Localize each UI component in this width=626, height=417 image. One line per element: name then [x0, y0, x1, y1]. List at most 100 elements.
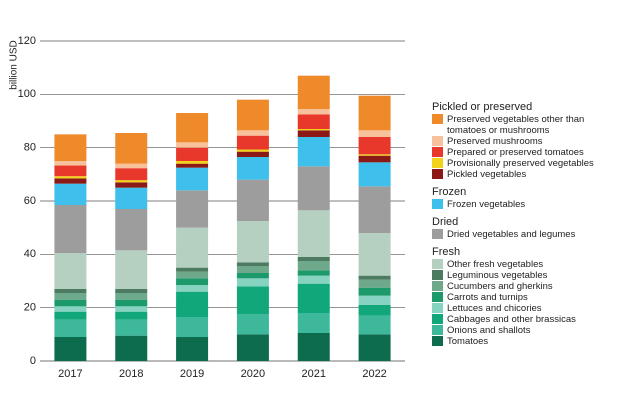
legend-label: Preserved mushrooms [447, 136, 543, 147]
bar-segment [115, 209, 148, 251]
bar-segment [115, 168, 148, 181]
bar-segment [176, 317, 209, 337]
bar-segment [236, 273, 269, 279]
y-tick-label: 60 [24, 195, 36, 207]
bar-segment [54, 319, 87, 337]
legend-item: Cucumbers and gherkins [432, 281, 622, 292]
legend-item: Frozen vegetables [432, 199, 622, 210]
bar-segment [358, 287, 391, 296]
bar-segment [358, 315, 391, 335]
legend-label: Pickled vegetables [447, 169, 527, 180]
bar-segment [176, 113, 209, 143]
bar-segment [176, 147, 209, 161]
bar-segment [236, 130, 269, 136]
y-tick-label: 100 [18, 88, 36, 100]
legend-item: Preserved mushrooms [432, 136, 622, 147]
bar-segment [236, 149, 269, 152]
legend-swatch [432, 147, 443, 157]
bar-segment [358, 295, 391, 305]
bar-segment [358, 233, 391, 276]
legend-swatch [432, 259, 443, 269]
legend-item: Leguminous vegetables [432, 270, 622, 281]
legend-item: Prepared or preserved tomatoes [432, 147, 622, 158]
bar-segment [297, 210, 330, 257]
bar-segment [297, 283, 330, 313]
bar-segment [115, 335, 148, 361]
bar-segment [115, 319, 148, 336]
bar-segment [358, 275, 391, 280]
bar-segment [54, 253, 87, 289]
legend-label: Dried vegetables and legumes [447, 229, 576, 240]
x-tick-label: 2018 [119, 368, 143, 380]
legend-swatch [432, 169, 443, 179]
bar-segment [236, 157, 269, 180]
legend-swatch [432, 303, 443, 313]
legend-item: Pickled vegetables [432, 169, 622, 180]
bar-segment [115, 182, 148, 188]
bar-segment [236, 99, 269, 131]
bar-segment [115, 187, 148, 209]
bar-segment [176, 337, 209, 361]
bar-segment [358, 305, 391, 316]
bar-segment [176, 190, 209, 228]
legend-swatch [432, 270, 443, 280]
bar-segment [54, 337, 87, 361]
bar-segment [297, 333, 330, 361]
bar-segment [176, 271, 209, 279]
bar-segment [54, 299, 87, 307]
bar-segment [358, 130, 391, 137]
bar-segment [297, 275, 330, 284]
bar-segment [236, 286, 269, 315]
bar-segment [54, 161, 87, 166]
legend-label: Other fresh vegetables [447, 259, 544, 270]
legend-item: Carrots and turnips [432, 292, 622, 303]
bar-segment [297, 75, 330, 109]
bar-segment [236, 266, 269, 273]
bar-segment [54, 165, 87, 177]
bar-segment [297, 130, 330, 137]
bar-segment [176, 163, 209, 168]
bar-segment [297, 109, 330, 115]
legend-item: Cabbages and other brassicas [432, 314, 622, 325]
legend-swatch [432, 114, 443, 124]
legend-swatch [432, 158, 443, 168]
legend-label: Provisionally preserved vegetables [447, 158, 594, 169]
bar-segment [115, 311, 148, 320]
legend-swatch [432, 229, 443, 239]
bar-segment [176, 142, 209, 148]
legend-group-title: Dried [432, 216, 459, 228]
y-tick-label: 80 [24, 142, 36, 154]
bar-segment [54, 289, 87, 293]
legend-item: Tomatoes [432, 336, 622, 347]
bar-segment [358, 334, 391, 361]
legend-item: Other fresh vegetables [432, 259, 622, 270]
legend-item: Lettuces and chicories [432, 303, 622, 314]
bar-segment [358, 155, 391, 163]
bar-segment [115, 306, 148, 312]
legend-label: Preserved vegetables other than tomatoes… [447, 114, 585, 136]
bar-segment [358, 137, 391, 155]
legend-swatch [432, 292, 443, 302]
y-tick-label: 0 [30, 355, 36, 367]
y-tick-label: 120 [18, 35, 36, 47]
bar-segment [358, 186, 391, 233]
bar-segment [297, 114, 330, 129]
bar-segment [115, 250, 148, 289]
bar-segment [176, 291, 209, 317]
bar-segment [115, 133, 148, 164]
legend-label: Tomatoes [447, 336, 489, 347]
legend-swatch [432, 314, 443, 324]
legend-item: Onions and shallots [432, 325, 622, 336]
legend-swatch [432, 281, 443, 291]
bar-segment [297, 313, 330, 333]
x-tick-label: 2020 [241, 368, 265, 380]
legend-label: Carrots and turnips [447, 292, 528, 303]
bar-segment [115, 293, 148, 300]
bar-segment [54, 134, 87, 161]
legend-label: Cucumbers and gherkins [447, 281, 553, 292]
legend-group-title: Frozen [432, 186, 467, 198]
bar-segment [358, 95, 391, 131]
legend-label: Cabbages and other brassicas [447, 314, 576, 325]
legend-item: Dried vegetables and legumes [432, 229, 622, 240]
legend-item: Provisionally preserved vegetables [432, 158, 622, 169]
